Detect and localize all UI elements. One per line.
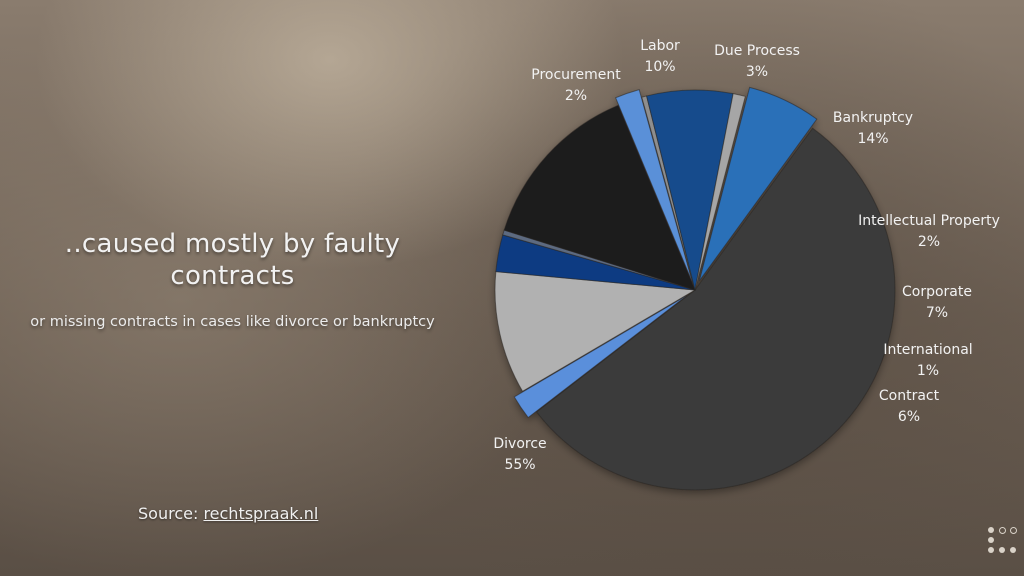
pie-slice-bankruptcy xyxy=(503,104,696,291)
slice-value-label-labor: 10% xyxy=(644,59,675,75)
slice-category-label-corporate: Corporate xyxy=(902,284,972,300)
slice-category-label-divorce: Divorce xyxy=(493,436,546,452)
slice-category-label-bankruptcy: Bankruptcy xyxy=(833,110,913,126)
source-link[interactable]: rechtspraak.nl xyxy=(203,504,319,523)
slice-value-label-international: 1% xyxy=(917,363,939,379)
slice-category-label-due-process: Due Process xyxy=(714,43,800,59)
slice-value-label-due-process: 3% xyxy=(746,64,768,80)
pie-slice-contract xyxy=(698,86,818,282)
source-prefix: Source: xyxy=(138,504,199,523)
pie-slice-labor xyxy=(494,271,697,392)
pie-slice-international xyxy=(694,93,746,291)
slice-value-label-procurement: 2% xyxy=(565,88,587,104)
slice-category-label-contract: Contract xyxy=(879,388,940,404)
pie-slice-intellectual-property xyxy=(614,89,693,283)
slice-value-label-intellectual-property: 2% xyxy=(918,234,940,250)
title-block: ..caused mostly by faulty contracts or m… xyxy=(30,228,435,331)
slice-value-label-bankruptcy: 14% xyxy=(857,131,888,147)
slice-category-label-international: International xyxy=(883,342,972,358)
slide-subheading: or missing contracts in cases like divor… xyxy=(30,314,435,330)
slice-category-label-intellectual-property: Intellectual Property xyxy=(858,213,1000,229)
pie-slice-divorce xyxy=(535,127,896,491)
source-line: Source: rechtspraak.nl xyxy=(138,504,318,523)
slice-value-label-corporate: 7% xyxy=(926,305,948,321)
slide-navigator-icon[interactable] xyxy=(988,527,1018,555)
slice-value-label-divorce: 55% xyxy=(504,457,535,473)
pie-slice-procurement xyxy=(513,295,688,419)
slide-heading: ..caused mostly by faulty contracts xyxy=(64,229,401,291)
slice-category-label-procurement: Procurement xyxy=(531,67,621,83)
slice-category-label-labor: Labor xyxy=(640,38,680,54)
slice-value-label-contract: 6% xyxy=(898,409,920,425)
